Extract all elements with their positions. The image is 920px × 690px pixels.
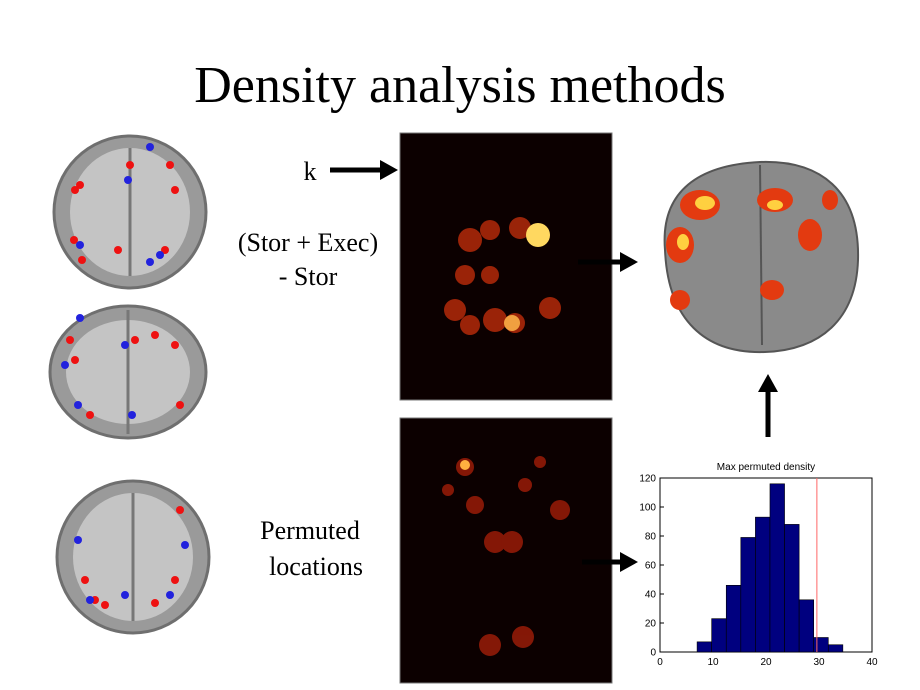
y-tick-label: 40 xyxy=(645,590,657,601)
bar xyxy=(813,637,829,653)
bar xyxy=(798,599,814,653)
x-tick-label: 10 xyxy=(707,657,719,668)
bar xyxy=(740,537,756,653)
arrows xyxy=(330,160,778,572)
y-tick-label: 120 xyxy=(639,474,656,485)
bar xyxy=(769,483,785,653)
bar xyxy=(784,524,800,653)
y-tick-label: 0 xyxy=(650,648,656,659)
bar xyxy=(725,584,742,653)
y-tick-label: 60 xyxy=(645,561,657,572)
x-tick-label: 40 xyxy=(866,657,878,668)
bar xyxy=(827,644,844,653)
brain-slices xyxy=(48,134,211,635)
histogram: Max permuted density 0 20 40 60 80 100 120 0 10 20… xyxy=(639,462,878,668)
x-tick-label: 30 xyxy=(813,657,825,668)
label: - Stor xyxy=(279,262,338,291)
bar xyxy=(696,641,712,653)
x-tick-label: 0 xyxy=(657,657,663,668)
chart-title: Max permuted density xyxy=(717,462,815,473)
label: (Stor + Exec) xyxy=(238,228,378,257)
density-maps xyxy=(399,132,613,684)
brain-3d xyxy=(663,160,860,354)
label: Permuted xyxy=(260,516,360,545)
bar xyxy=(711,618,727,653)
label: k xyxy=(304,157,317,186)
bar xyxy=(755,516,771,653)
y-tick-label: 20 xyxy=(645,619,657,630)
slide-title: Density analysis methods xyxy=(194,57,726,114)
label: locations xyxy=(269,552,363,581)
y-tick-label: 80 xyxy=(645,532,657,543)
y-tick-label: 100 xyxy=(639,503,656,514)
x-tick-label: 20 xyxy=(760,657,772,668)
